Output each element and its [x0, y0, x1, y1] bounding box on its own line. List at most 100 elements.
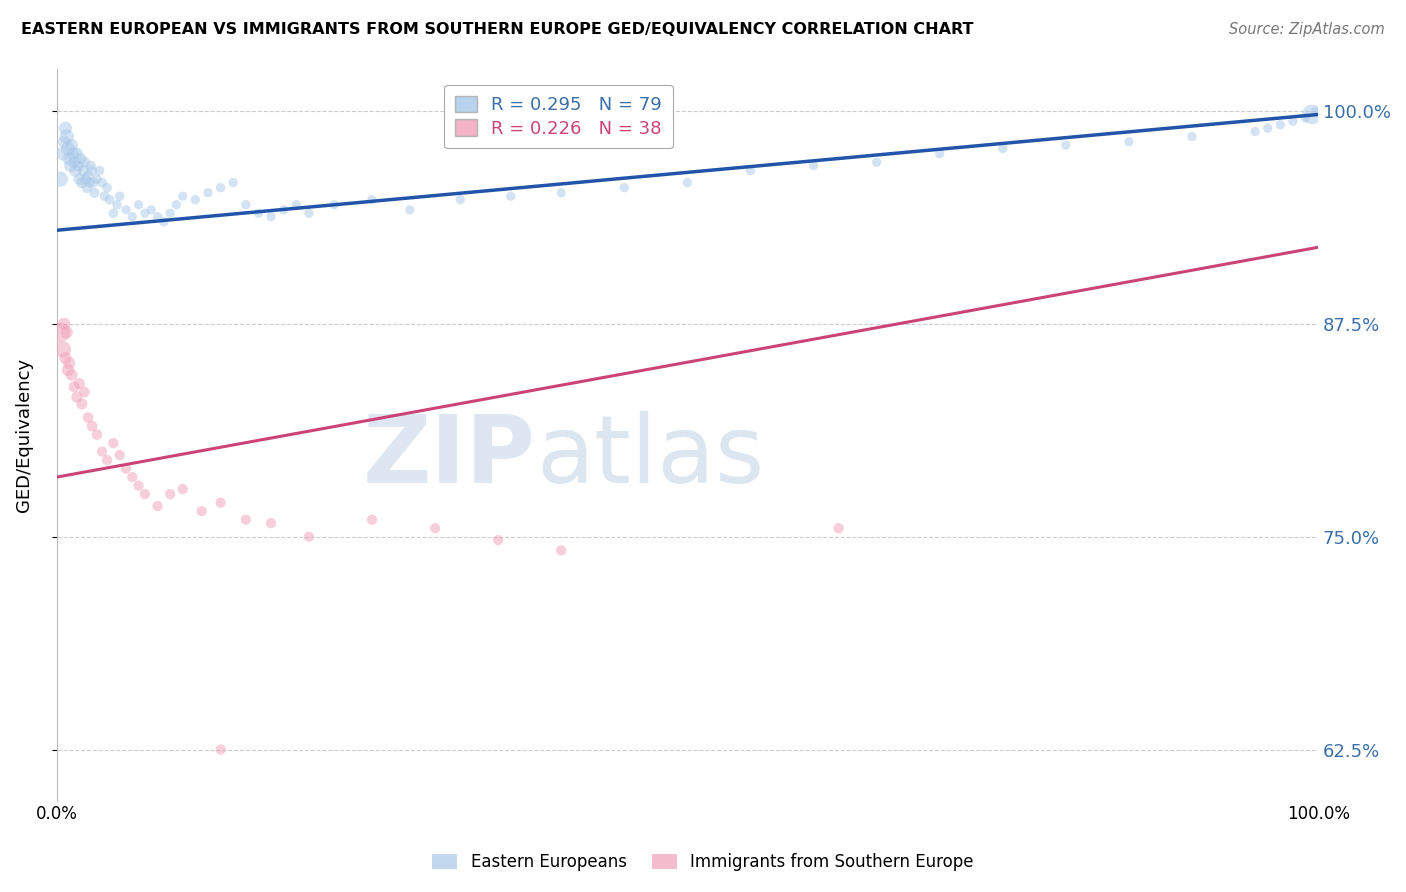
- Point: [73, 384, 96, 399]
- Point: [58, 152, 80, 166]
- Point: [991, 142, 1014, 156]
- Point: [56, 363, 79, 377]
- Point: [1270, 118, 1292, 132]
- Point: [77, 410, 100, 425]
- Point: [70, 176, 93, 190]
- Point: [79, 176, 101, 190]
- Point: [323, 198, 346, 212]
- Point: [56, 142, 79, 156]
- Point: [89, 163, 111, 178]
- Point: [70, 397, 93, 411]
- Point: [86, 172, 108, 186]
- Point: [83, 186, 105, 200]
- Point: [159, 487, 181, 501]
- Point: [55, 121, 77, 136]
- Point: [108, 448, 131, 462]
- Point: [49, 172, 72, 186]
- Point: [1181, 129, 1204, 144]
- Point: [865, 155, 887, 169]
- Point: [298, 206, 321, 220]
- Point: [108, 189, 131, 203]
- Point: [134, 206, 156, 220]
- Point: [103, 206, 125, 220]
- Point: [53, 135, 76, 149]
- Point: [1118, 135, 1140, 149]
- Point: [115, 202, 138, 217]
- Point: [77, 169, 100, 183]
- Point: [172, 189, 194, 203]
- Point: [67, 376, 90, 391]
- Point: [82, 176, 104, 190]
- Point: [66, 390, 89, 404]
- Point: [1295, 111, 1317, 125]
- Point: [53, 317, 76, 331]
- Point: [499, 189, 522, 203]
- Point: [73, 155, 96, 169]
- Point: [740, 163, 762, 178]
- Legend: R = 0.295   N = 79, R = 0.226   N = 38: R = 0.295 N = 79, R = 0.226 N = 38: [444, 85, 672, 148]
- Text: Source: ZipAtlas.com: Source: ZipAtlas.com: [1229, 22, 1385, 37]
- Point: [273, 202, 295, 217]
- Point: [128, 478, 150, 492]
- Point: [91, 176, 114, 190]
- Point: [55, 129, 77, 144]
- Point: [190, 504, 212, 518]
- Point: [449, 193, 471, 207]
- Point: [184, 193, 207, 207]
- Point: [128, 198, 150, 212]
- Point: [828, 521, 851, 535]
- Text: ZIP: ZIP: [363, 410, 536, 502]
- Point: [247, 206, 270, 220]
- Point: [60, 138, 83, 153]
- Point: [298, 530, 321, 544]
- Point: [285, 198, 308, 212]
- Point: [803, 159, 825, 173]
- Point: [1054, 138, 1077, 153]
- Point: [55, 351, 77, 365]
- Point: [141, 202, 163, 217]
- Point: [91, 444, 114, 458]
- Point: [67, 172, 90, 186]
- Point: [121, 470, 143, 484]
- Point: [222, 176, 245, 190]
- Point: [75, 172, 97, 186]
- Point: [72, 163, 94, 178]
- Point: [121, 210, 143, 224]
- Text: EASTERN EUROPEAN VS IMMIGRANTS FROM SOUTHERN EUROPE GED/EQUIVALENCY CORRELATION : EASTERN EUROPEAN VS IMMIGRANTS FROM SOUT…: [21, 22, 973, 37]
- Point: [62, 146, 84, 161]
- Point: [361, 513, 384, 527]
- Point: [79, 159, 101, 173]
- Point: [67, 159, 90, 173]
- Point: [93, 189, 115, 203]
- Point: [423, 521, 446, 535]
- Point: [80, 419, 103, 434]
- Point: [69, 152, 91, 166]
- Text: atlas: atlas: [536, 410, 765, 502]
- Point: [60, 368, 83, 382]
- Point: [76, 180, 98, 194]
- Point: [1305, 104, 1327, 119]
- Point: [55, 326, 77, 340]
- Point: [66, 146, 89, 161]
- Point: [550, 186, 572, 200]
- Point: [58, 356, 80, 370]
- Point: [52, 146, 75, 161]
- Point: [65, 163, 87, 178]
- Point: [166, 198, 188, 212]
- Point: [1244, 124, 1267, 138]
- Point: [96, 453, 118, 467]
- Point: [209, 496, 232, 510]
- Point: [928, 146, 950, 161]
- Point: [86, 427, 108, 442]
- Point: [260, 516, 283, 530]
- Point: [103, 436, 125, 450]
- Point: [486, 533, 509, 548]
- Point: [146, 210, 169, 224]
- Point: [550, 543, 572, 558]
- Point: [209, 742, 232, 756]
- Point: [613, 180, 636, 194]
- Point: [676, 176, 699, 190]
- Point: [80, 163, 103, 178]
- Point: [105, 198, 128, 212]
- Point: [197, 186, 219, 200]
